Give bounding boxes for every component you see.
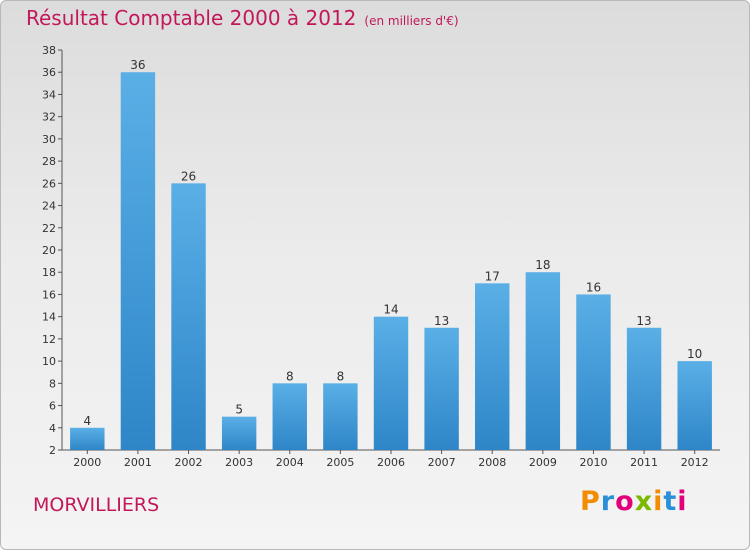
x-tick-label: 2000 <box>73 456 101 469</box>
y-tick-label: 36 <box>42 66 56 79</box>
bar-2009 <box>525 272 561 450</box>
bar-2003 <box>221 416 257 450</box>
logo-letter: x <box>634 486 654 517</box>
bar-2006 <box>373 316 409 450</box>
x-tick-label: 2002 <box>175 456 203 469</box>
y-tick-label: 24 <box>42 200 56 213</box>
data-label-2010: 16 <box>586 280 601 294</box>
y-tick-label: 4 <box>49 422 56 435</box>
bar-2011 <box>626 327 662 450</box>
data-label-2001: 36 <box>130 58 145 72</box>
y-tick-label: 18 <box>42 266 56 279</box>
y-tick-label: 28 <box>42 155 56 168</box>
bar-2010 <box>576 294 611 450</box>
data-label-2006: 14 <box>383 303 398 317</box>
y-tick-label: 20 <box>42 244 56 257</box>
y-tick-label: 6 <box>49 400 56 413</box>
data-label-2000: 4 <box>83 414 91 428</box>
x-tick-label: 2010 <box>579 456 607 469</box>
data-label-2007: 13 <box>434 314 449 328</box>
x-tick-label: 2005 <box>326 456 354 469</box>
chart-data-labels: 4 36 26 5 8 8 14 13 17 18 16 13 10 <box>83 58 702 428</box>
logo-letter: i <box>653 486 664 517</box>
bar-2012 <box>677 361 712 450</box>
x-tick-label: 2011 <box>630 456 658 469</box>
chart-title: Résultat Comptable 2000 à 2012 (en millie… <box>26 6 459 30</box>
y-tick-label: 34 <box>42 88 56 101</box>
x-tick-label: 2003 <box>225 456 253 469</box>
y-tick-label: 16 <box>42 288 56 301</box>
location-name: MORVILLIERS <box>33 494 160 516</box>
bar-2000 <box>70 427 105 450</box>
x-tick-label: 2004 <box>276 456 304 469</box>
data-label-2005: 8 <box>337 369 345 383</box>
data-label-2011: 13 <box>636 314 651 328</box>
y-tick-label: 12 <box>42 333 56 346</box>
x-tick-label: 2001 <box>124 456 152 469</box>
proxiti-logo: Proxiti <box>580 486 688 517</box>
y-tick-label: 32 <box>42 111 56 124</box>
chart-subtitle: (en milliers d'€) <box>364 14 459 28</box>
chart-title-text: Résultat Comptable 2000 à 2012 <box>26 6 357 30</box>
logo-letter: P <box>580 486 601 517</box>
data-label-2003: 5 <box>235 403 243 417</box>
logo-letter: i <box>677 486 688 517</box>
bar-2004 <box>272 383 307 450</box>
x-tick-label: 2007 <box>428 456 456 469</box>
logo-letter: r <box>600 486 616 517</box>
data-label-2012: 10 <box>687 347 702 361</box>
data-label-2004: 8 <box>286 369 294 383</box>
chart-bars <box>70 72 712 451</box>
logo-letter: o <box>615 486 635 517</box>
y-tick-label: 26 <box>42 177 56 190</box>
bar-2001 <box>120 72 156 450</box>
bar-2007 <box>424 327 459 450</box>
y-tick-label: 8 <box>49 377 56 390</box>
data-label-2008: 17 <box>485 269 500 283</box>
y-tick-label: 30 <box>42 133 56 146</box>
data-label-2002: 26 <box>181 169 196 183</box>
bar-2008 <box>475 283 510 450</box>
y-tick-label: 2 <box>49 444 56 457</box>
x-tick-label: 2009 <box>529 456 557 469</box>
x-tick-label: 2008 <box>478 456 506 469</box>
bar-2002 <box>171 183 206 451</box>
bar-2005 <box>323 383 358 450</box>
x-tick-label: 2012 <box>681 456 709 469</box>
x-tick-label: 2006 <box>377 456 405 469</box>
data-label-2009: 18 <box>535 258 550 272</box>
y-tick-label: 10 <box>42 355 56 368</box>
logo-letter: t <box>663 486 678 517</box>
y-tick-label: 22 <box>42 222 56 235</box>
y-tick-label: 38 <box>42 44 56 57</box>
y-tick-label: 14 <box>42 311 56 324</box>
